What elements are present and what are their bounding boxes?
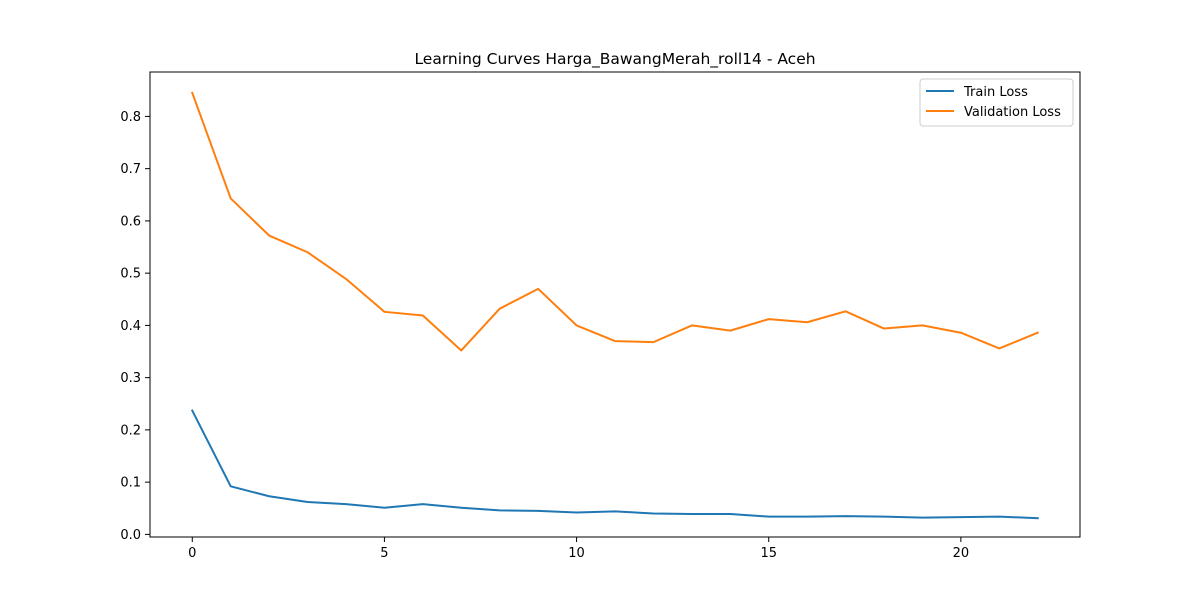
y-tick-label: 0.6 [120, 214, 141, 229]
y-axis: 0.0 0.1 0.2 0.3 0.4 0.5 0.6 0.7 0.8 [120, 110, 150, 543]
y-tick-label: 0.1 [120, 476, 141, 491]
series-layer [190, 91, 1040, 520]
legend: Train Loss Validation Loss [919, 78, 1074, 127]
plot-area-background [150, 72, 1080, 537]
x-tick-label: 5 [380, 546, 388, 561]
x-axis: 0 5 10 15 20 [188, 537, 969, 561]
x-tick-label: 10 [568, 546, 585, 561]
x-tick-label: 0 [188, 546, 196, 561]
x-tick-label: 20 [953, 546, 970, 561]
y-tick-label: 0.5 [120, 267, 141, 282]
x-tick-label: 15 [760, 546, 777, 561]
legend-label-train-loss: Train Loss [963, 85, 1028, 100]
y-tick-label: 0.7 [120, 162, 141, 177]
legend-label-validation-loss: Validation Loss [964, 105, 1061, 120]
y-tick-label: 0.3 [120, 371, 141, 386]
chart-title: Learning Curves Harga_BawangMerah_roll14… [414, 50, 815, 69]
legend-box [919, 78, 1074, 127]
y-tick-label: 0.0 [120, 528, 141, 543]
y-tick-label: 0.2 [120, 423, 141, 438]
series-line-validation-loss [190, 91, 1040, 352]
series-line-train-loss [190, 409, 1039, 520]
y-tick-label: 0.4 [120, 319, 141, 334]
plot-frame [149, 71, 1081, 538]
y-tick-label: 0.8 [120, 110, 141, 125]
